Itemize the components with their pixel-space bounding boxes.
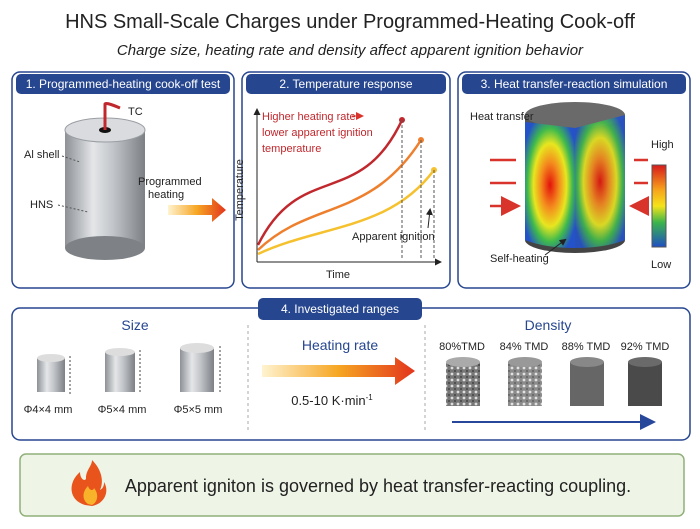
shape bbox=[525, 122, 575, 248]
panel-title: 3. Heat transfer-reaction simulation bbox=[481, 77, 668, 91]
shape bbox=[634, 158, 648, 206]
shape bbox=[446, 357, 480, 367]
shape bbox=[246, 74, 446, 94]
shape bbox=[37, 358, 65, 392]
density-label: 80%TMD bbox=[439, 341, 485, 353]
shape bbox=[446, 362, 480, 406]
panel-3: 3. Heat transfer-reaction simulation Hea… bbox=[457, 71, 691, 289]
panel-title: 4. Investigated ranges bbox=[281, 302, 399, 316]
shape bbox=[508, 362, 542, 406]
shape bbox=[65, 236, 145, 260]
label: Heat transfer bbox=[470, 111, 534, 123]
sample-cylinders bbox=[37, 343, 221, 394]
conclusion-text: Apparent igniton is governed by heat tra… bbox=[125, 476, 631, 496]
shape bbox=[258, 298, 422, 320]
shape bbox=[257, 169, 436, 256]
shape bbox=[57, 204, 89, 213]
annotation: lower apparent ignition bbox=[262, 127, 373, 139]
label: Low bbox=[651, 259, 671, 271]
shape bbox=[401, 120, 435, 260]
size-label: Φ4×4 mm bbox=[24, 404, 73, 416]
conclusion: Apparent igniton is governed by heat tra… bbox=[19, 453, 685, 517]
panel-title: 2. Temperature response bbox=[279, 77, 413, 91]
shape bbox=[65, 130, 145, 248]
panel-2: 2. Temperature response Temperature Time… bbox=[234, 71, 451, 289]
shape bbox=[83, 486, 98, 505]
shape bbox=[490, 158, 516, 206]
shape bbox=[105, 352, 135, 392]
shape bbox=[628, 357, 662, 367]
shape bbox=[256, 119, 404, 246]
section-title: Density bbox=[525, 317, 572, 333]
density-label: 88% TMD bbox=[562, 341, 611, 353]
shape bbox=[544, 238, 567, 256]
shape bbox=[575, 115, 625, 248]
rate-superscript: -1 bbox=[366, 393, 374, 402]
section-title: Size bbox=[121, 317, 148, 333]
label: HNS bbox=[30, 199, 53, 211]
density-label: 84% TMD bbox=[500, 341, 549, 353]
label: Programmed bbox=[138, 176, 202, 188]
shape bbox=[570, 362, 604, 406]
label: heating bbox=[148, 189, 184, 201]
shape bbox=[508, 357, 542, 367]
rate-text: 0.5-10 K·min bbox=[291, 393, 365, 408]
shape bbox=[61, 155, 81, 163]
shape bbox=[425, 208, 433, 229]
shape bbox=[180, 348, 214, 392]
axis-label: Temperature bbox=[234, 159, 246, 221]
panel-4: 4. Investigated ranges Size Φ4×4 mm Φ5×4… bbox=[11, 298, 691, 441]
shape bbox=[628, 362, 662, 406]
shape bbox=[180, 343, 214, 353]
shape bbox=[69, 346, 221, 394]
shape bbox=[257, 139, 423, 251]
shape bbox=[19, 453, 685, 517]
label: High bbox=[651, 139, 674, 151]
label: TC bbox=[128, 106, 143, 118]
shape bbox=[16, 74, 230, 94]
shape bbox=[462, 74, 686, 94]
shape bbox=[105, 348, 135, 356]
label: Apparent ignition bbox=[352, 231, 435, 243]
rate-arrow bbox=[262, 357, 415, 385]
heating-arrow bbox=[168, 198, 226, 222]
annotation: temperature bbox=[262, 143, 321, 155]
panel-title: 1. Programmed-heating cook-off test bbox=[26, 77, 221, 91]
section-title: Heating rate bbox=[302, 337, 378, 353]
shape bbox=[103, 102, 121, 130]
title: HNS Small-Scale Charges under Programmed… bbox=[65, 11, 635, 33]
size-label: Φ5×4 mm bbox=[98, 404, 147, 416]
label: Self-heating bbox=[490, 253, 549, 265]
panel-1: 1. Programmed-heating cook-off test TC A… bbox=[11, 71, 235, 289]
colorbar bbox=[651, 164, 667, 248]
size-label: Φ5×5 mm bbox=[174, 404, 223, 416]
label: Al shell bbox=[24, 149, 59, 161]
axis-label: Time bbox=[326, 269, 350, 281]
shape bbox=[37, 354, 65, 362]
rate-label: 0.5-10 K·min-1 bbox=[291, 393, 373, 408]
density-samples bbox=[446, 357, 662, 406]
density-label: 92% TMD bbox=[621, 341, 670, 353]
annotation: Higher heating rate bbox=[262, 111, 356, 123]
flame-icon bbox=[71, 460, 107, 506]
shape bbox=[241, 71, 451, 289]
subtitle: Charge size, heating rate and density af… bbox=[117, 42, 584, 59]
shape bbox=[570, 357, 604, 367]
